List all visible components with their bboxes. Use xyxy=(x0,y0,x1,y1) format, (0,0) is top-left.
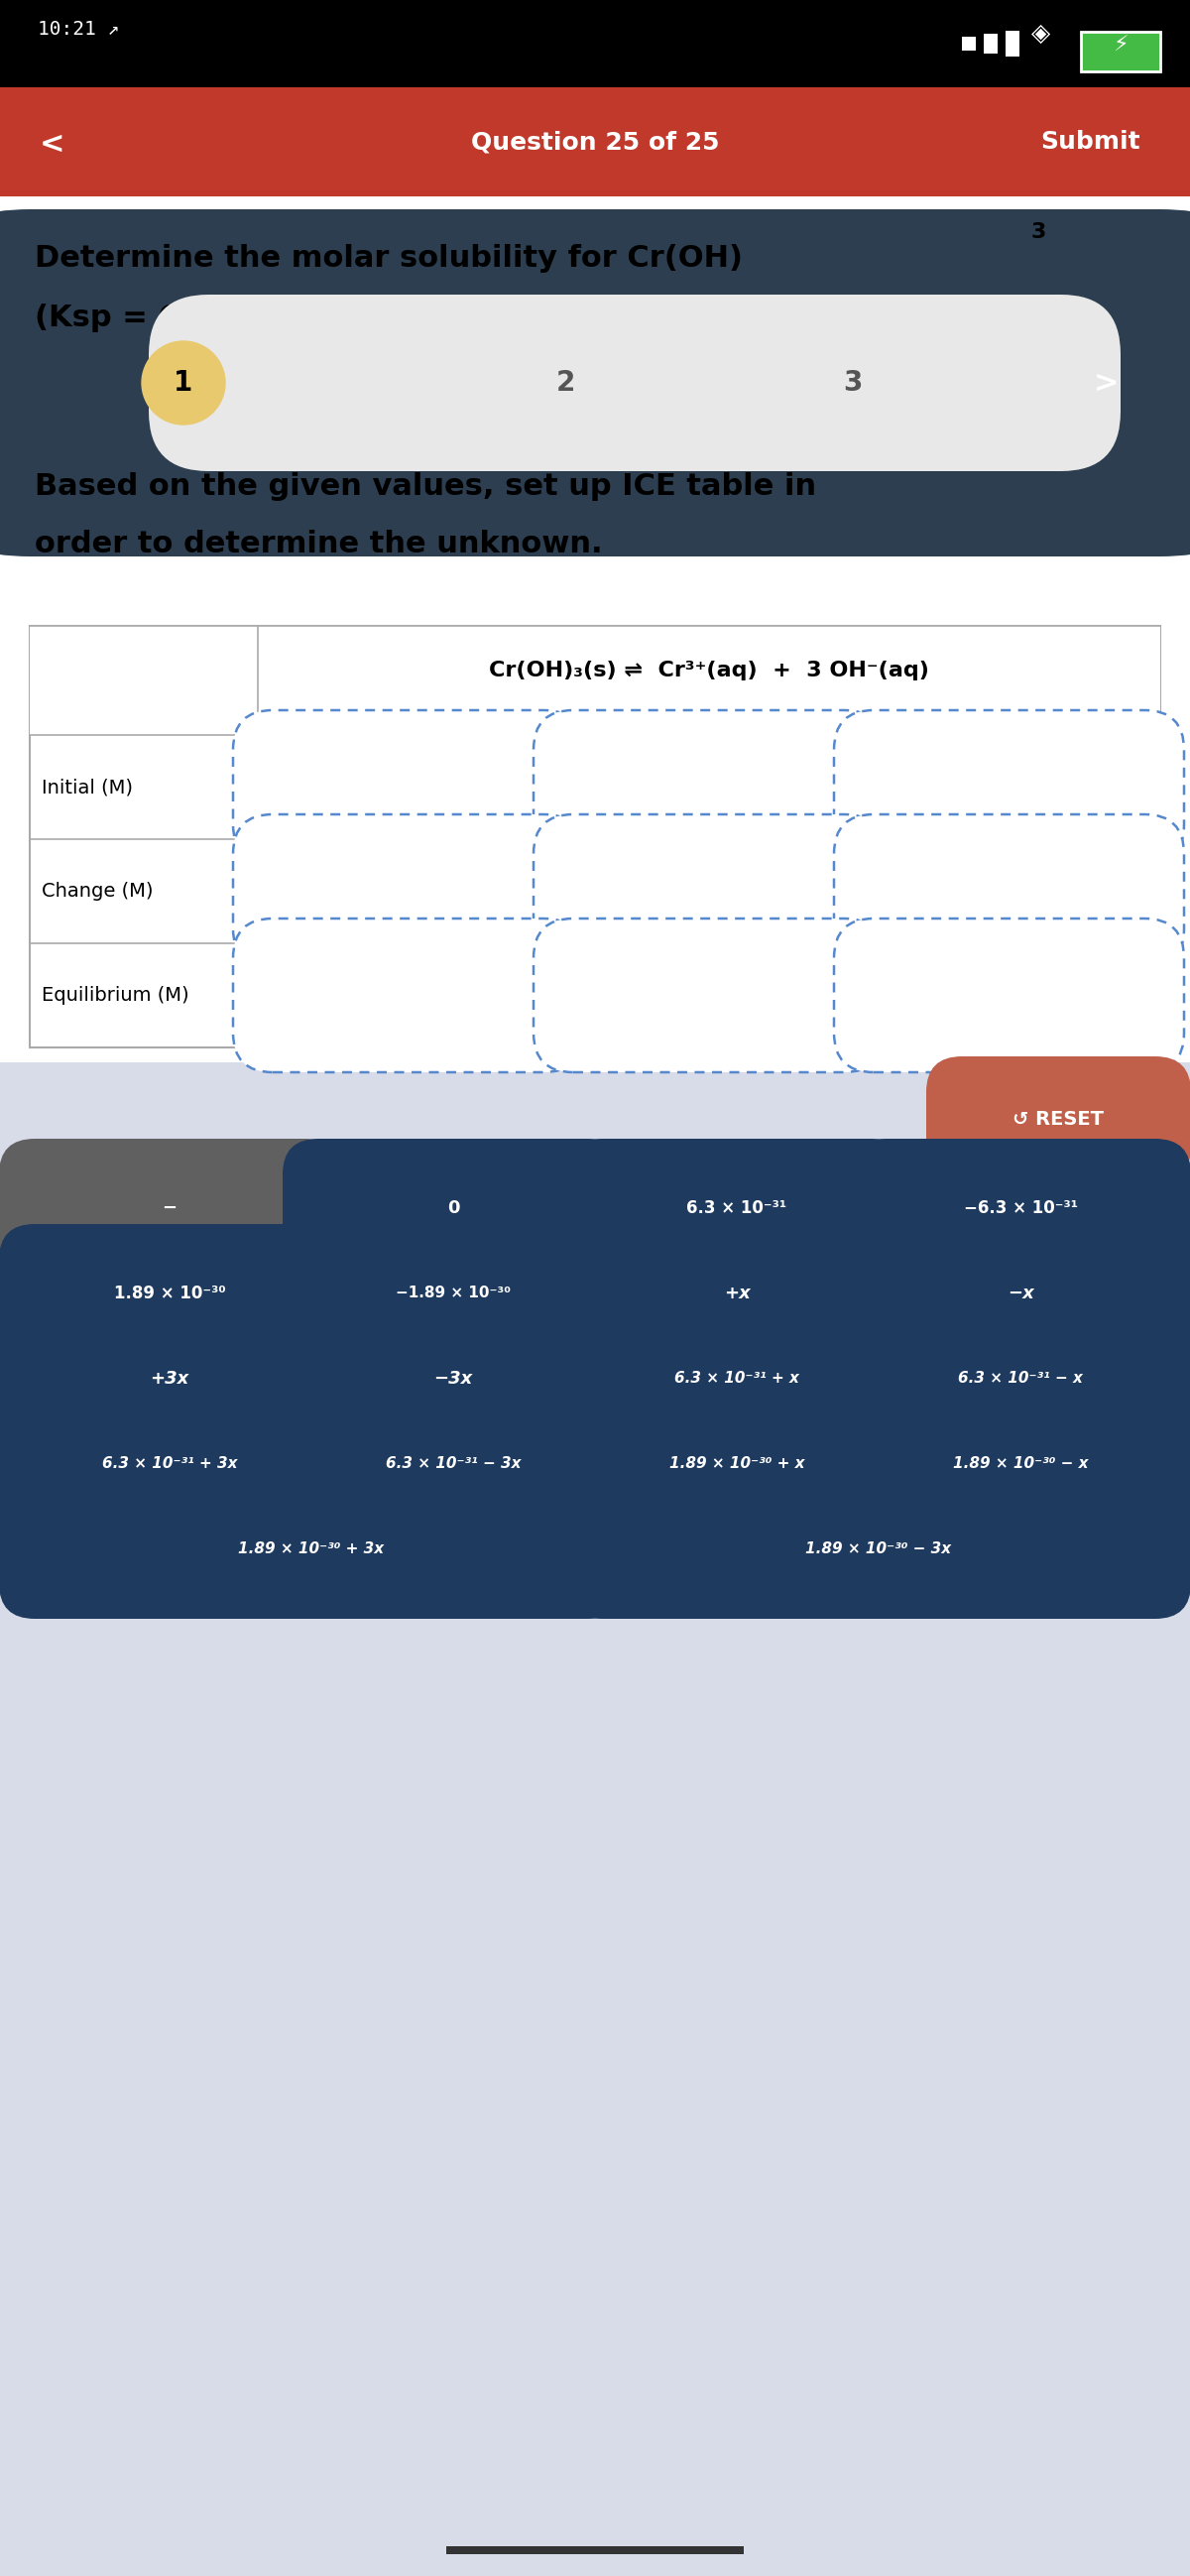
Text: ).: ). xyxy=(570,304,596,332)
Text: −1.89 × 10⁻³⁰: −1.89 × 10⁻³⁰ xyxy=(395,1285,511,1301)
Text: 1.89 × 10⁻³⁰ + x: 1.89 × 10⁻³⁰ + x xyxy=(669,1455,804,1471)
Bar xyxy=(30,626,1160,1048)
Bar xyxy=(1006,31,1020,57)
Text: +3x: +3x xyxy=(150,1370,189,1388)
Text: 3: 3 xyxy=(844,368,863,397)
FancyBboxPatch shape xyxy=(0,1394,340,1533)
FancyBboxPatch shape xyxy=(566,1394,908,1533)
Text: 1.89 × 10⁻³⁰ − x: 1.89 × 10⁻³⁰ − x xyxy=(953,1455,1088,1471)
Text: <: < xyxy=(39,129,65,160)
Bar xyxy=(984,33,997,54)
Text: 1.89 × 10⁻³⁰: 1.89 × 10⁻³⁰ xyxy=(114,1285,225,1303)
FancyBboxPatch shape xyxy=(850,1224,1190,1363)
FancyBboxPatch shape xyxy=(834,711,1184,863)
Text: 1.89 × 10⁻³⁰ − 3x: 1.89 × 10⁻³⁰ − 3x xyxy=(806,1543,952,1556)
FancyBboxPatch shape xyxy=(0,1139,340,1278)
Bar xyxy=(0,88,1190,196)
Text: 6.3 × 10⁻³¹ + 3x: 6.3 × 10⁻³¹ + 3x xyxy=(102,1455,237,1471)
FancyBboxPatch shape xyxy=(233,814,583,969)
Text: (Ksp = 6.3 × 10: (Ksp = 6.3 × 10 xyxy=(35,304,300,332)
Text: 6.3 × 10⁻³¹ − x: 6.3 × 10⁻³¹ − x xyxy=(958,1370,1083,1386)
Text: 1: 1 xyxy=(174,368,193,397)
FancyBboxPatch shape xyxy=(149,294,1121,471)
FancyBboxPatch shape xyxy=(0,1224,340,1363)
FancyBboxPatch shape xyxy=(566,1309,908,1448)
FancyBboxPatch shape xyxy=(926,1056,1190,1182)
FancyBboxPatch shape xyxy=(233,711,583,863)
Text: order to determine the unknown.: order to determine the unknown. xyxy=(35,531,602,559)
Text: −6.3 × 10⁻³¹: −6.3 × 10⁻³¹ xyxy=(964,1200,1077,1216)
Text: ↺ RESET: ↺ RESET xyxy=(1013,1110,1104,1128)
FancyBboxPatch shape xyxy=(533,814,883,969)
Text: 1.89 × 10⁻³⁰ + 3x: 1.89 × 10⁻³⁰ + 3x xyxy=(238,1543,384,1556)
Text: Based on the given values, set up ICE table in: Based on the given values, set up ICE ta… xyxy=(35,471,816,500)
FancyBboxPatch shape xyxy=(283,1224,624,1363)
FancyBboxPatch shape xyxy=(283,1139,624,1278)
Text: Initial (M): Initial (M) xyxy=(42,778,133,796)
Text: 3: 3 xyxy=(1032,222,1046,242)
FancyBboxPatch shape xyxy=(533,711,883,863)
Text: ◈: ◈ xyxy=(1032,21,1051,46)
Bar xyxy=(962,36,976,52)
Text: Equilibrium (M): Equilibrium (M) xyxy=(42,987,189,1005)
FancyBboxPatch shape xyxy=(533,920,883,1072)
FancyBboxPatch shape xyxy=(566,1481,1190,1618)
FancyBboxPatch shape xyxy=(566,1139,908,1278)
Text: 0: 0 xyxy=(447,1200,459,1216)
Bar xyxy=(1081,31,1160,72)
Text: 2: 2 xyxy=(556,368,575,397)
Text: −31: −31 xyxy=(526,312,571,332)
FancyBboxPatch shape xyxy=(283,1309,624,1448)
Text: Submit: Submit xyxy=(1040,129,1140,155)
FancyBboxPatch shape xyxy=(283,1394,624,1533)
Bar xyxy=(0,1061,1190,2576)
Text: 6.3 × 10⁻³¹ − 3x: 6.3 × 10⁻³¹ − 3x xyxy=(386,1455,521,1471)
Text: −: − xyxy=(162,1200,177,1216)
FancyBboxPatch shape xyxy=(834,920,1184,1072)
Text: 6.3 × 10⁻³¹: 6.3 × 10⁻³¹ xyxy=(687,1200,787,1216)
FancyBboxPatch shape xyxy=(0,1481,624,1618)
Text: −x: −x xyxy=(1007,1285,1034,1303)
Text: ⚡: ⚡ xyxy=(1113,36,1128,57)
FancyBboxPatch shape xyxy=(850,1394,1190,1533)
Bar xyxy=(0,0,1190,88)
Bar xyxy=(30,626,1160,734)
FancyBboxPatch shape xyxy=(834,814,1184,969)
Bar xyxy=(446,2545,744,2555)
FancyBboxPatch shape xyxy=(850,1139,1190,1278)
FancyBboxPatch shape xyxy=(0,1309,340,1448)
Text: Change (M): Change (M) xyxy=(42,881,154,902)
Text: +x: +x xyxy=(724,1285,750,1303)
Text: 6.3 × 10⁻³¹ + x: 6.3 × 10⁻³¹ + x xyxy=(675,1370,800,1386)
Text: −3x: −3x xyxy=(433,1370,472,1388)
FancyBboxPatch shape xyxy=(566,1224,908,1363)
Text: >: > xyxy=(1094,368,1119,397)
FancyBboxPatch shape xyxy=(0,209,1190,556)
Text: Determine the molar solubility for Cr(OH): Determine the molar solubility for Cr(OH… xyxy=(35,245,743,273)
Text: Question 25 of 25: Question 25 of 25 xyxy=(471,129,719,155)
Text: Cr(OH)₃(s) ⇌  Cr³⁺(aq)  +  3 OH⁻(aq): Cr(OH)₃(s) ⇌ Cr³⁺(aq) + 3 OH⁻(aq) xyxy=(489,659,929,680)
Circle shape xyxy=(142,340,225,425)
Text: 10:21 ↗: 10:21 ↗ xyxy=(38,21,119,39)
FancyBboxPatch shape xyxy=(850,1309,1190,1448)
FancyBboxPatch shape xyxy=(233,920,583,1072)
